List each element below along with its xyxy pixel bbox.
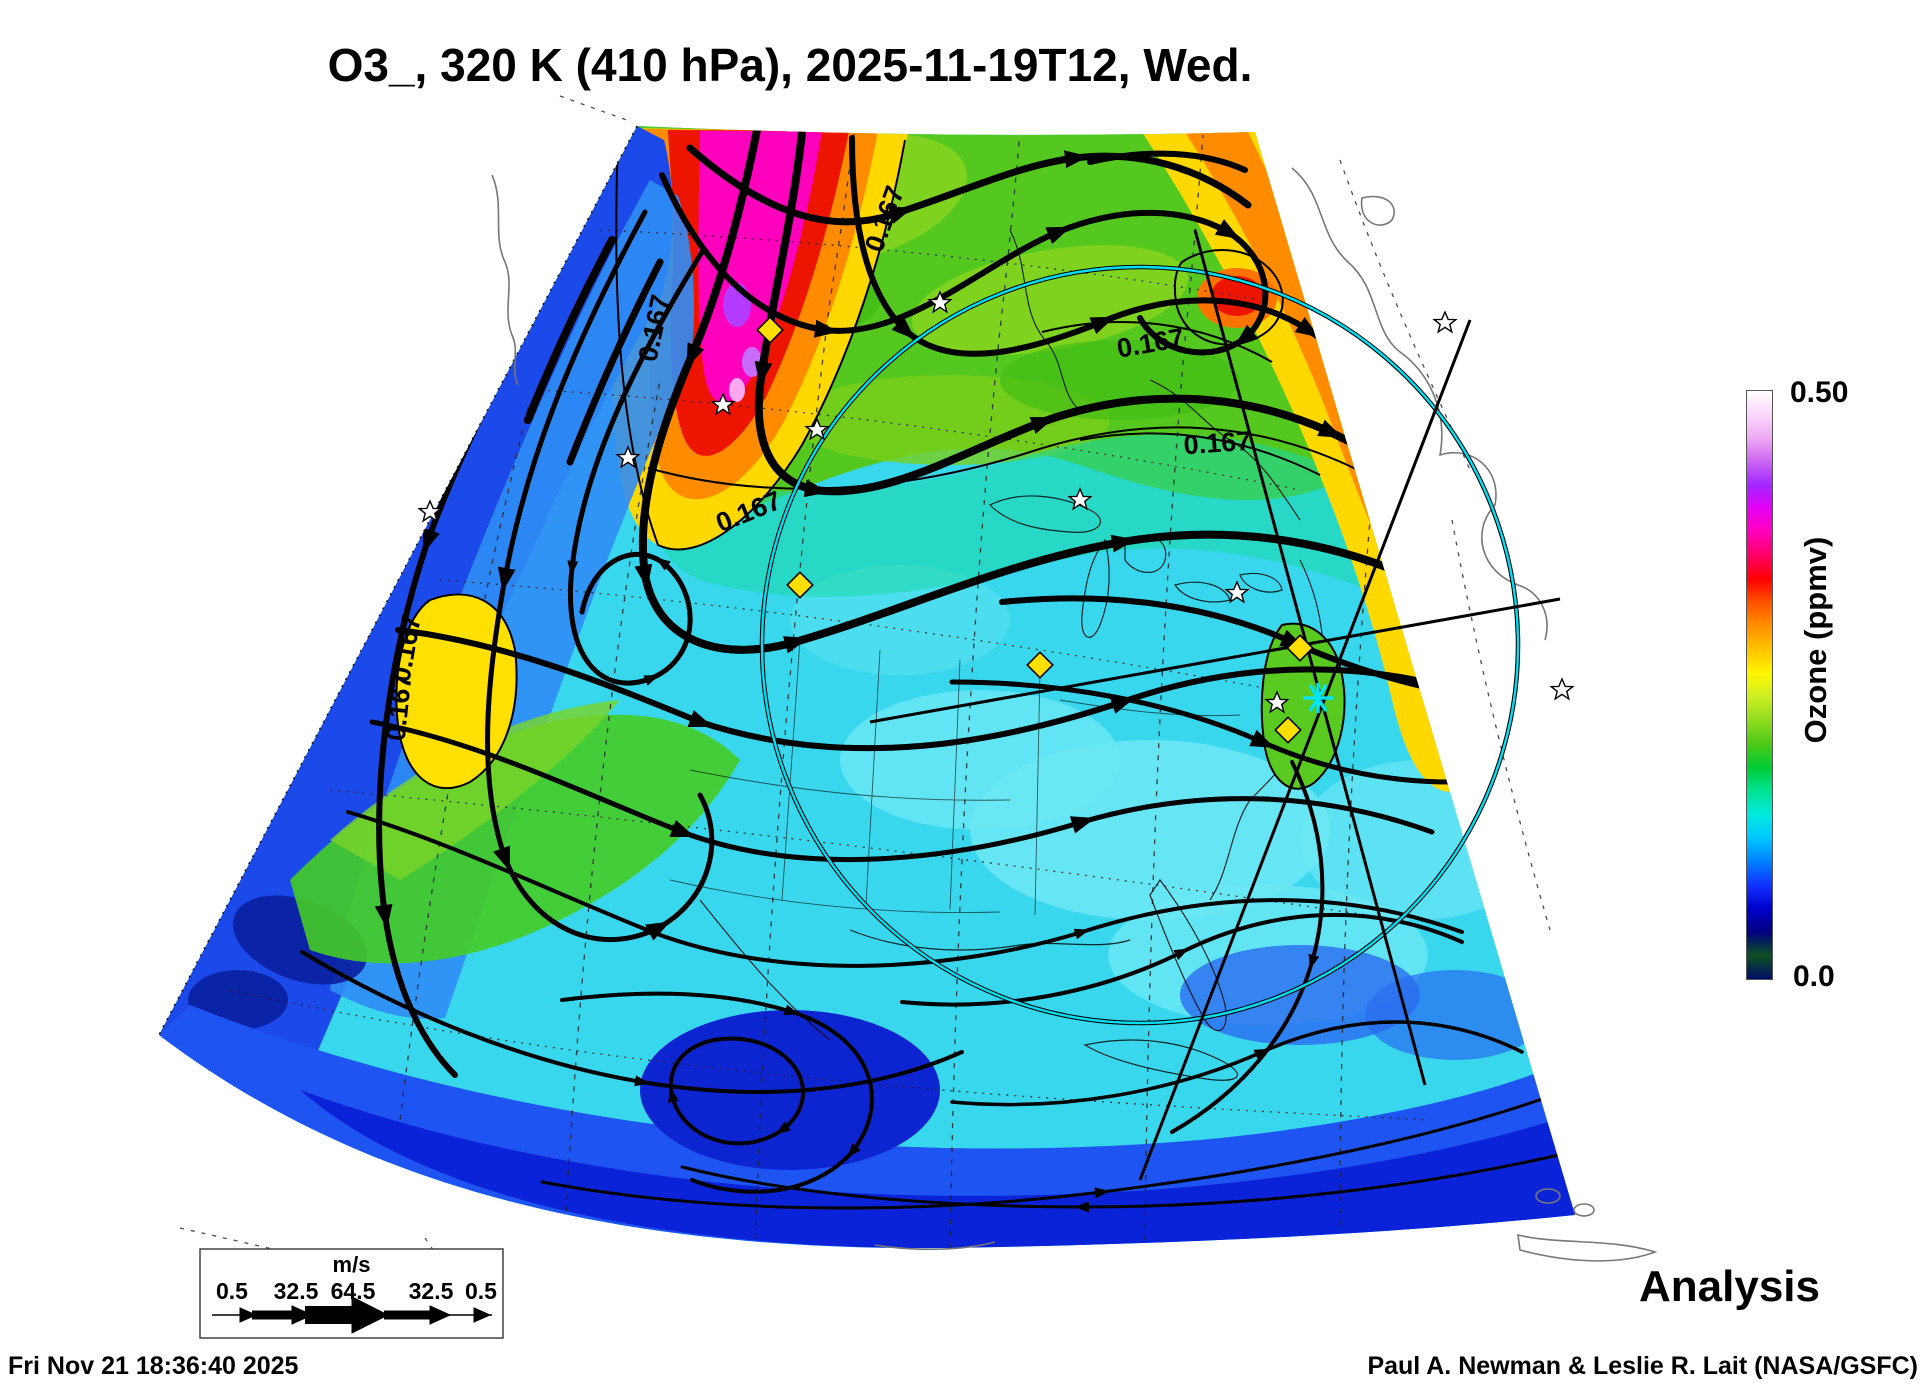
- station-diamond: [1286, 634, 1314, 662]
- station-star: [1550, 678, 1574, 700]
- station-diamond: [1026, 651, 1054, 679]
- wind-legend: [199, 1248, 504, 1339]
- colorbar-tick-max: 0.50: [1790, 376, 1849, 409]
- station-diamond: [786, 571, 814, 599]
- hub-asterisk: [1303, 683, 1333, 713]
- wind-legend-value: 32.5: [408, 1278, 454, 1304]
- wind-legend-value: 0.5: [216, 1278, 248, 1304]
- great-circle-lines: [869, 229, 1561, 1181]
- wind-legend-value: 0.5: [465, 1278, 497, 1304]
- station-diamond: [1274, 716, 1302, 744]
- colorbar-title: Ozone (ppmv): [1798, 536, 1833, 744]
- generation-timestamp: Fri Nov 21 18:36:40 2025: [8, 1352, 299, 1380]
- wind-legend-value: 64.5: [330, 1278, 376, 1304]
- station-diamonds: [756, 316, 1314, 744]
- contour-label: 0.167: [1183, 426, 1253, 461]
- wind-legend-arrow: [212, 1296, 492, 1334]
- station-diamond: [756, 316, 784, 344]
- range-circle: [759, 264, 1521, 1026]
- colorbar-tick-min: 0.0: [1793, 960, 1835, 993]
- coastlines-margin: [491, 167, 1658, 1262]
- credit-line: Paul A. Newman & Leslie R. Lait (NASA/GS…: [1367, 1352, 1918, 1380]
- ozone-field: [159, 126, 1575, 1249]
- page-title: O3_, 320 K (410 hPa), 2025-11-19T12, Wed…: [327, 39, 1253, 91]
- colorbar-gradient: [1746, 390, 1773, 980]
- wind-legend-unit: m/s: [332, 1252, 371, 1277]
- contour-label: 0.167: [381, 672, 418, 742]
- station-star: [1433, 311, 1457, 333]
- wind-legend-value: 32.5: [273, 1278, 319, 1304]
- analysis-label: Analysis: [1639, 1262, 1820, 1311]
